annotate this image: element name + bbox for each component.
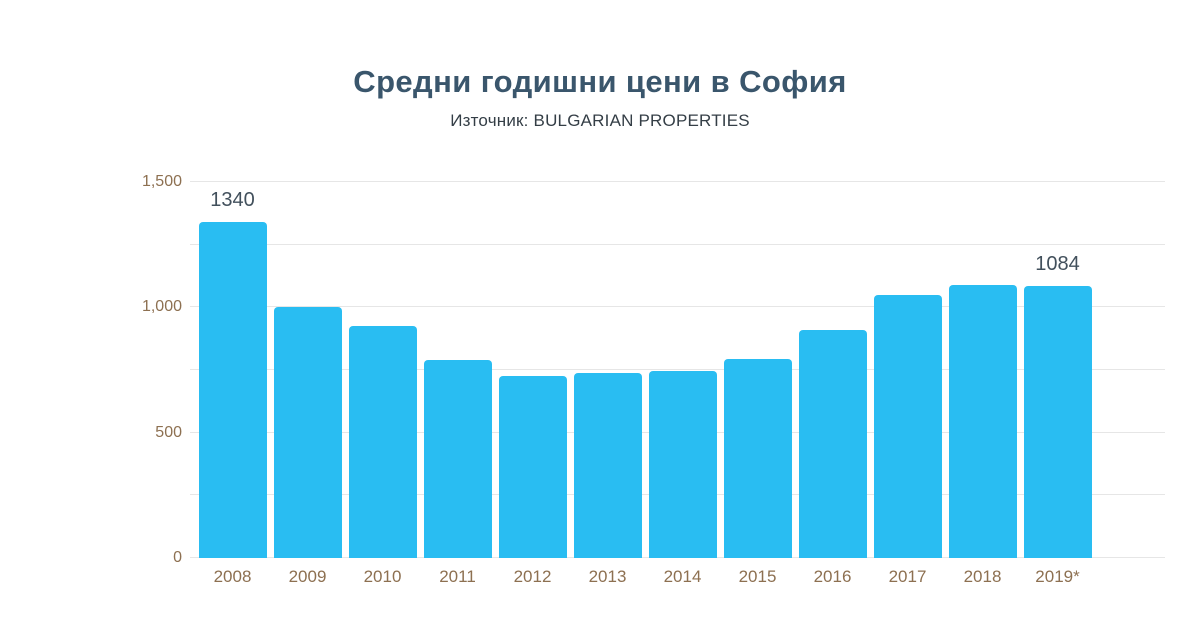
bar-column: 1084 2019* [1020,182,1095,586]
bar-column: 2011 [420,182,495,586]
y-axis-label: 1,500 [141,173,182,190]
bar-2009 [273,307,342,558]
y-axis-label: 1,000 [141,298,182,316]
x-axis-label: 2008 [213,567,252,586]
bar-column: 2015 [720,182,795,586]
x-axis-label: 2019* [1035,567,1080,586]
x-axis-label: 2016 [813,567,852,586]
bar-column: 2013 [570,182,645,586]
gridline [190,306,1165,308]
y-axis: 0 500 1,000 1,500 [0,173,182,566]
gridline [190,243,1165,245]
x-axis-label: 2011 [439,567,476,586]
bar-column: 2016 [795,182,870,586]
chart-header: Средни годишни цени в София Източник: BU… [0,64,1200,131]
x-axis-label: 2015 [738,567,777,586]
bar-2012 [498,376,567,558]
bar-column: 1340 2008 [195,182,270,586]
bar-column: 2017 [870,182,945,586]
bars-container: 1340 2008 2009 2010 2011 2012 2013 2014 2015 2016… [195,182,1095,586]
chart-subtitle: Източник: BULGARIAN PROPERTIES [450,111,750,130]
bar-2018 [948,284,1017,558]
x-axis-label: 2010 [363,567,402,586]
bar-column: 2010 [345,182,420,586]
bar-column: 2009 [270,182,345,586]
bar-2019* [1023,286,1092,558]
bar-2010 [348,326,417,558]
bar-column: 2014 [645,182,720,586]
y-axis-label: 500 [155,423,182,441]
bar-value-label: 1340 [210,189,255,212]
chart-title: Средни годишни цени в София [353,64,847,99]
bar-2013 [573,372,642,558]
bar-column: 2018 [945,182,1020,586]
bar-column: 2012 [495,182,570,586]
x-axis-label: 2009 [288,567,327,586]
bar-2017 [873,294,942,558]
gridline [190,369,1165,370]
x-axis-label: 2017 [888,567,927,586]
bar-2014 [648,371,717,558]
plot-area: 1340 2008 2009 2010 2011 2012 2013 2014 2015 2016… [190,181,1165,586]
bar-value-label: 1084 [1035,253,1080,276]
y-axis-label: 0 [173,549,182,566]
bar-2015 [723,358,792,558]
x-axis-label: 2012 [513,567,552,586]
bar-2008 [198,222,267,558]
x-axis-label: 2014 [663,567,702,586]
x-axis-label: 2013 [588,567,627,586]
bar-2016 [798,329,867,558]
gridline [190,181,1165,182]
x-axis-label: 2018 [963,567,1002,586]
bar-2011 [423,359,492,558]
